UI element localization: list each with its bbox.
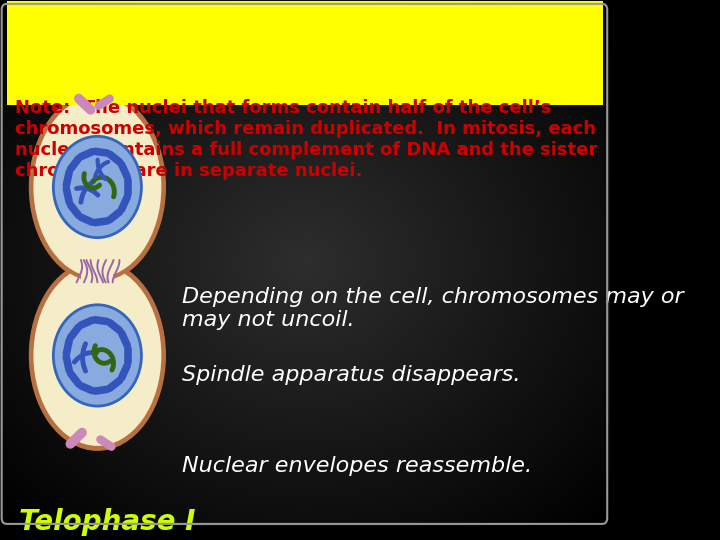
Ellipse shape xyxy=(32,94,163,280)
Ellipse shape xyxy=(53,136,141,238)
Text: Note:  The nuclei that forms contain half of the cell’s
chromosomes, which remai: Note: The nuclei that forms contain half… xyxy=(15,99,598,180)
Bar xyxy=(6,1,603,105)
Text: Nuclear envelopes reassemble.: Nuclear envelopes reassemble. xyxy=(182,456,532,476)
Ellipse shape xyxy=(29,260,166,451)
Ellipse shape xyxy=(32,263,163,448)
Bar xyxy=(81,255,114,287)
Text: Spindle apparatus disappears.: Spindle apparatus disappears. xyxy=(182,365,521,385)
Ellipse shape xyxy=(29,92,166,282)
Text: Depending on the cell, chromosomes may or
may not uncoil.: Depending on the cell, chromosomes may o… xyxy=(182,287,684,330)
Ellipse shape xyxy=(53,305,141,406)
Text: Telophase I: Telophase I xyxy=(19,508,195,536)
